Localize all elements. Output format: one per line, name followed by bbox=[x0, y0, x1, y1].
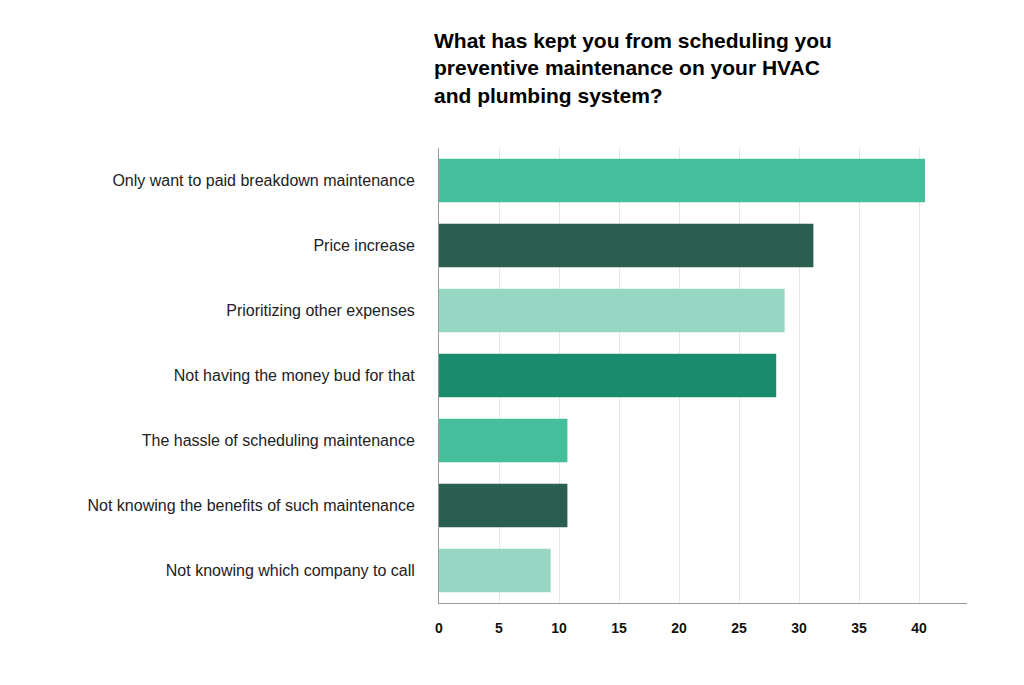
svg-text:Not knowing the benefits of su: Not knowing the benefits of such mainten… bbox=[87, 497, 414, 514]
svg-text:10: 10 bbox=[551, 620, 567, 636]
svg-text:Price increase: Price increase bbox=[313, 237, 414, 254]
svg-text:The hassle of scheduling maint: The hassle of scheduling maintenance bbox=[142, 432, 415, 449]
svg-text:What has kept you from schedul: What has kept you from scheduling youpre… bbox=[434, 29, 832, 107]
svg-text:Not having the money bud for t: Not having the money bud for that bbox=[174, 367, 416, 384]
svg-text:5: 5 bbox=[495, 620, 503, 636]
svg-text:Not knowing which company to c: Not knowing which company to call bbox=[166, 562, 415, 579]
svg-text:40: 40 bbox=[911, 620, 927, 636]
svg-text:Only want to paid breakdown ma: Only want to paid breakdown maintenance bbox=[112, 172, 415, 189]
svg-text:25: 25 bbox=[731, 620, 747, 636]
svg-text:30: 30 bbox=[791, 620, 807, 636]
svg-text:Prioritizing other expenses: Prioritizing other expenses bbox=[226, 302, 415, 319]
svg-text:15: 15 bbox=[611, 620, 627, 636]
svg-text:35: 35 bbox=[851, 620, 867, 636]
svg-text:20: 20 bbox=[671, 620, 687, 636]
svg-text:0: 0 bbox=[435, 620, 443, 636]
